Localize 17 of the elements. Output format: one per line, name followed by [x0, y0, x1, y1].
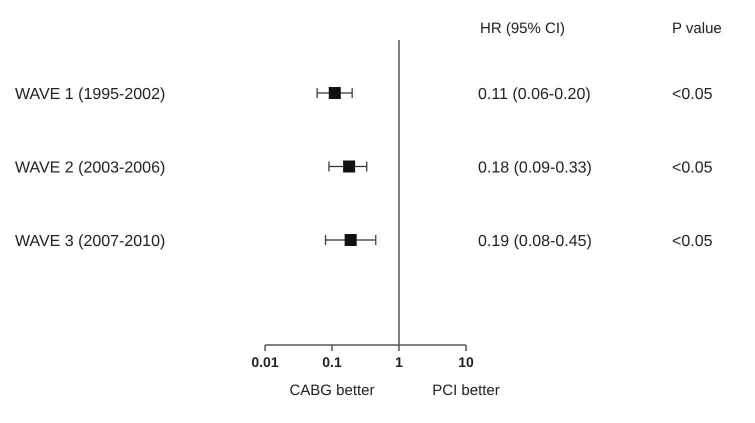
text: <0.05 [672, 160, 713, 176]
data-label: 0.18 (0.09-0.33) [478, 160, 592, 176]
x-tick-label: 10 [458, 354, 474, 370]
y-tick-label: WAVE 3 (2007-2010) [15, 233, 166, 250]
y-tick-label: WAVE 1 (1995-2002) [15, 86, 166, 103]
text: PCI better [432, 382, 500, 399]
text: CABG better [289, 382, 375, 399]
x-tick-label: 0.01 [251, 354, 279, 370]
x-tick-label: 0.1 [322, 354, 342, 370]
text: <0.05 [672, 233, 713, 250]
text: P value [672, 20, 722, 37]
data-label: 0.11 (0.06-0.20) [478, 86, 591, 103]
x-tick-label: 1 [395, 354, 404, 370]
text: HR (95% CI) [480, 20, 566, 37]
text: <0.05 [672, 86, 713, 103]
data-label: 0.19 (0.08-0.45) [478, 233, 592, 250]
y-tick-label: WAVE 2 (2003-2006) [15, 160, 166, 176]
